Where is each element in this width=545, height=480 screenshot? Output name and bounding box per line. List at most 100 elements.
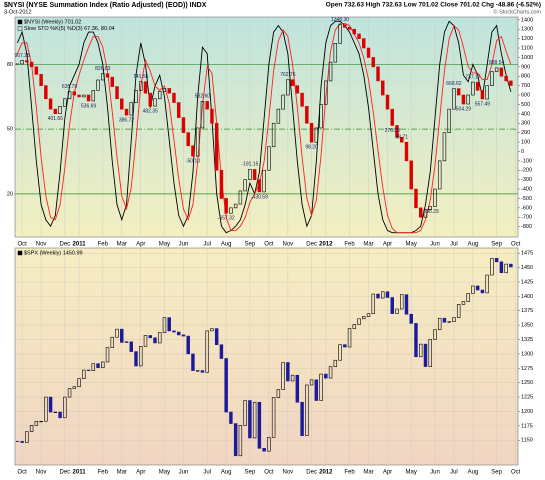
y2-tick-label: 20 <box>7 191 13 197</box>
candle <box>48 98 53 110</box>
candle <box>34 420 39 426</box>
legend-entry: $NYSI (Weekly) 701.02 <box>24 19 81 25</box>
candle <box>134 90 138 103</box>
value-label: 888.54 <box>489 60 505 66</box>
y-tick-label: 900 <box>521 64 530 70</box>
candle <box>324 373 328 379</box>
candle <box>229 207 233 214</box>
candle <box>509 80 513 86</box>
y-tick-label: -600 <box>521 205 532 211</box>
x-tick-label: May <box>159 242 170 248</box>
candle <box>158 90 162 100</box>
x-tick-label: Jun <box>430 242 440 248</box>
candle <box>82 94 86 98</box>
candle <box>101 73 105 81</box>
value-label: 276.20 <box>385 128 401 134</box>
x-tick-label: Feb <box>98 242 109 248</box>
candle <box>433 188 437 207</box>
candle <box>25 431 29 443</box>
candle <box>39 74 43 86</box>
candle <box>423 343 428 367</box>
value-label: 536.69 <box>81 103 97 109</box>
candle <box>63 396 67 419</box>
y-tick-label: 0 <box>521 149 524 155</box>
candle <box>309 379 314 386</box>
x-tick-label: Feb <box>344 242 355 248</box>
y-tick-label: -100 <box>521 158 532 164</box>
candle <box>461 301 466 305</box>
x-tick-label: Mar <box>117 242 127 248</box>
y2-tick-label: 80 <box>7 62 13 68</box>
candle <box>219 169 224 199</box>
candle <box>362 38 366 49</box>
candle <box>442 132 447 162</box>
value-label: 98.20 <box>305 145 318 151</box>
candle <box>153 98 157 107</box>
value-label: 668.62 <box>446 81 462 87</box>
candle <box>148 92 152 107</box>
candle <box>110 76 115 87</box>
candle <box>466 293 470 302</box>
y-tick-label: -500 <box>521 196 532 202</box>
candle <box>224 198 228 214</box>
y-tick-label: 1400 <box>521 294 533 300</box>
candle <box>58 106 62 114</box>
candle <box>490 71 494 86</box>
candle <box>404 141 409 162</box>
y-tick-label: 1200 <box>521 409 533 415</box>
candle <box>433 329 437 340</box>
candle <box>224 358 228 413</box>
candle <box>414 323 418 358</box>
candle <box>20 441 24 443</box>
y2-tick-label: 50 <box>7 127 13 133</box>
x-tick-label: Jul <box>450 470 458 476</box>
candle <box>105 347 110 363</box>
y-tick-label: -200 <box>521 168 532 174</box>
y-tick-label: 1175 <box>521 423 533 429</box>
x-tick-label: Sep <box>491 242 502 248</box>
candle <box>191 353 195 371</box>
x-tick-label: Sep <box>245 242 256 248</box>
y-tick-label: 400 <box>521 111 530 117</box>
y-tick-label: 1425 <box>521 279 533 285</box>
candle <box>286 362 290 382</box>
candle <box>466 94 470 105</box>
candle <box>72 386 77 389</box>
x-tick-label: Jun <box>179 242 189 248</box>
candle <box>262 169 266 193</box>
value-label: 386.72 <box>119 117 135 123</box>
x-tick-label: Oct <box>264 470 274 476</box>
candle <box>475 285 480 291</box>
x-tick-label: Nov <box>283 470 294 476</box>
candle <box>252 169 257 180</box>
y-tick-label: 1000 <box>521 55 533 61</box>
candle <box>176 331 181 336</box>
candle <box>48 396 53 413</box>
candle <box>53 411 58 413</box>
candle <box>25 60 29 63</box>
y-tick-label: 600 <box>521 92 530 98</box>
candle <box>504 263 508 274</box>
candle <box>153 337 157 344</box>
x-tick-label: Mar <box>363 470 373 476</box>
candle <box>271 122 276 148</box>
x-tick-label: Jul <box>450 242 458 248</box>
legend-entry: $SPX (Weekly) 1450.99 <box>24 250 83 256</box>
x-tick-label: Aug <box>468 242 479 248</box>
candle <box>139 346 143 367</box>
candle <box>276 108 281 124</box>
x-tick-label: 2012 <box>319 242 333 248</box>
candle <box>357 318 361 325</box>
candle <box>295 85 300 94</box>
value-label: -50.10 <box>186 158 200 164</box>
candle <box>319 373 323 401</box>
candle <box>44 85 48 100</box>
x-tick-label: Aug <box>221 242 232 248</box>
candle <box>276 389 281 398</box>
candle <box>53 108 58 114</box>
value-label: 532.60 <box>195 94 211 100</box>
candle <box>172 330 176 333</box>
candle <box>471 81 475 96</box>
y-tick-label: 700 <box>521 83 530 89</box>
